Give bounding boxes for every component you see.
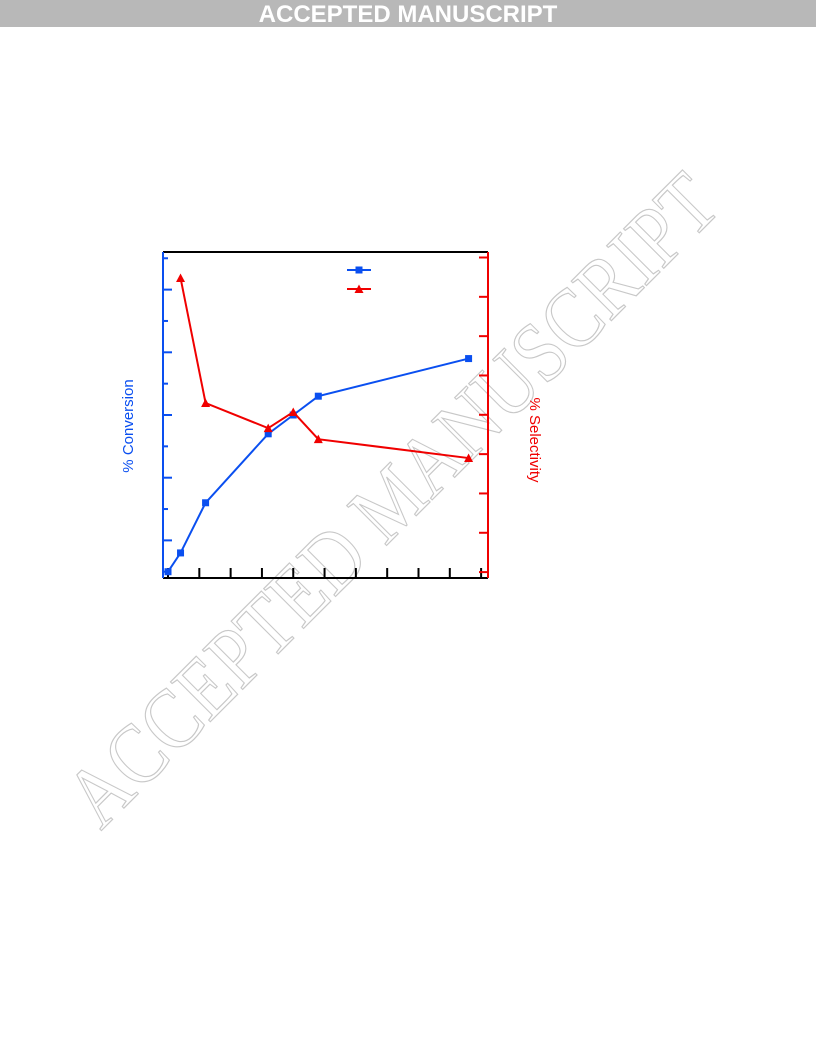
data-point: [164, 568, 172, 576]
data-point: [176, 273, 186, 282]
series-line: [179, 277, 469, 460]
data-point: [202, 499, 210, 507]
data-point: [314, 392, 322, 400]
data-point: [201, 398, 211, 408]
banner: [0, 0, 816, 27]
banner-text: ACCEPTED MANUSCRIPT: [259, 1, 558, 28]
data-point: [264, 430, 272, 438]
data-point: [263, 423, 273, 433]
legend-marker: [355, 266, 363, 274]
legend-marker: [354, 284, 364, 293]
y2-axis-label: % Selectivity: [526, 397, 543, 483]
data-point: [465, 355, 473, 363]
watermark: ACCEPTED MANUSCRIPT: [46, 154, 736, 844]
data-point: [288, 407, 298, 417]
data-point: [464, 453, 474, 463]
y-axis-label: % Conversion: [120, 379, 137, 472]
data-point: [313, 434, 323, 444]
data-point: [177, 549, 185, 557]
